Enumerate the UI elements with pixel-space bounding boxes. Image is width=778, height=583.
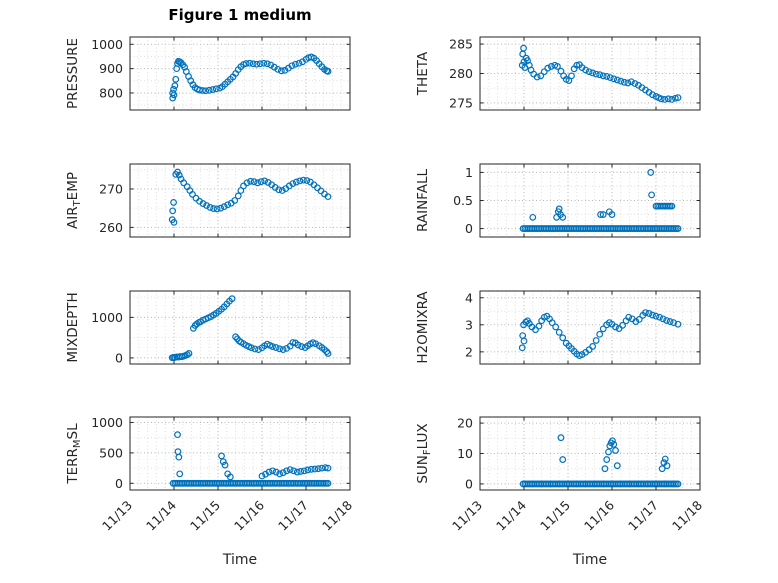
- x-tick-label: 11/13: [449, 498, 485, 534]
- chart-canvas-mixdepth: 0 1000 MIXDEPTH: [65, 290, 351, 365]
- x-tick-label: 11/15: [187, 498, 223, 534]
- y-axis-label: H2OMIXRA: [415, 291, 431, 364]
- x-tick-label: 11/15: [537, 498, 573, 534]
- y-tick-label: 0: [115, 476, 123, 491]
- y-axis-label: SUNFLUX: [415, 423, 433, 483]
- y-tick-label: 1000: [91, 37, 123, 52]
- y-tick-label: 285: [449, 37, 473, 52]
- y-tick-label: 10: [457, 446, 473, 461]
- x-tick-label: 11/16: [231, 497, 267, 533]
- chart-canvas-rainfall: 0 0.5 1 RAINFALL: [415, 163, 701, 238]
- y-tick-label: 0: [465, 221, 473, 236]
- x-tick-label: 11/14: [143, 497, 179, 533]
- y-axis-label: RAINFALL: [415, 169, 431, 232]
- chart-canvas-pressure: 800 900 1000 PRESSURE: [65, 36, 351, 111]
- chart-canvas-air_temp: 260 270 AIRTEMP: [65, 163, 351, 238]
- x-tick-label: 11/17: [625, 498, 661, 534]
- chart-canvas-sun_flux: 0 10 20 11/13 11/14 11/15 11/16 11/17 11/18 SUNFL…: [415, 416, 705, 534]
- y-tick-label: 0: [115, 350, 123, 365]
- y-tick-label: 2: [465, 344, 473, 359]
- y-tick-label: 4: [465, 290, 473, 305]
- y-tick-label: 260: [99, 220, 123, 235]
- x-tick-label: 11/17: [275, 498, 311, 534]
- y-tick-label: 0.5: [453, 193, 473, 208]
- chart-canvas-terr_msl: 0 500 1000 11/13 11/14 11/15 11/16 11/17 11/18 TE…: [65, 415, 355, 534]
- y-tick-label: 800: [99, 85, 123, 100]
- x-tick-label: 11/13: [99, 498, 135, 534]
- x-axis-label-left: Time: [222, 552, 258, 568]
- y-axis-label: AIRTEMP: [65, 172, 83, 229]
- subplot-rainfall: 0 0.5 1 RAINFALL: [410, 159, 710, 254]
- y-tick-label: 0: [465, 476, 473, 491]
- y-tick-label: 280: [449, 66, 473, 81]
- chart-canvas-h2omixra: 2 3 4 H2OMIXRA: [415, 290, 701, 365]
- y-tick-label: 20: [457, 416, 473, 431]
- x-axis-label-right: Time: [572, 552, 608, 568]
- subplot-theta: 275 280 285 THETA: [410, 32, 710, 127]
- y-axis-label: THETA: [415, 51, 431, 96]
- subplot-sun-flux: 0 10 20 11/13 11/14 11/15 11/16 11/17 11/18 SUNFL…: [410, 412, 710, 542]
- x-tick-label: 11/16: [581, 497, 617, 533]
- x-tick-label: 11/18: [319, 497, 355, 533]
- y-tick-label: 275: [449, 95, 473, 110]
- subplot-pressure: 800 900 1000 PRESSURE: [60, 32, 360, 127]
- y-tick-label: 900: [99, 61, 123, 76]
- chart-canvas-theta: 275 280 285 THETA: [415, 36, 701, 111]
- y-tick-label: 270: [99, 181, 123, 196]
- x-tick-label: 11/14: [493, 497, 529, 533]
- y-axis-label: PRESSURE: [65, 38, 81, 109]
- y-axis-label: MIXDEPTH: [65, 292, 81, 362]
- y-tick-label: 1000: [91, 310, 123, 325]
- subplot-mixdepth: 0 1000 MIXDEPTH: [60, 286, 360, 381]
- x-tick-label: 11/18: [669, 497, 705, 533]
- figure-title: Figure 1 medium: [168, 6, 312, 24]
- y-tick-label: 1: [465, 165, 473, 180]
- y-tick-label: 1000: [91, 415, 123, 430]
- y-tick-label: 500: [99, 445, 123, 460]
- y-tick-label: 3: [465, 317, 473, 332]
- y-axis-label: TERRMSL: [65, 423, 83, 485]
- subplot-air-temp: 260 270 AIRTEMP: [60, 159, 360, 254]
- subplot-h2omixra: 2 3 4 H2OMIXRA: [410, 286, 710, 381]
- subplot-terr-msl: 0 500 1000 11/13 11/14 11/15 11/16 11/17 11/18 TE…: [60, 412, 360, 542]
